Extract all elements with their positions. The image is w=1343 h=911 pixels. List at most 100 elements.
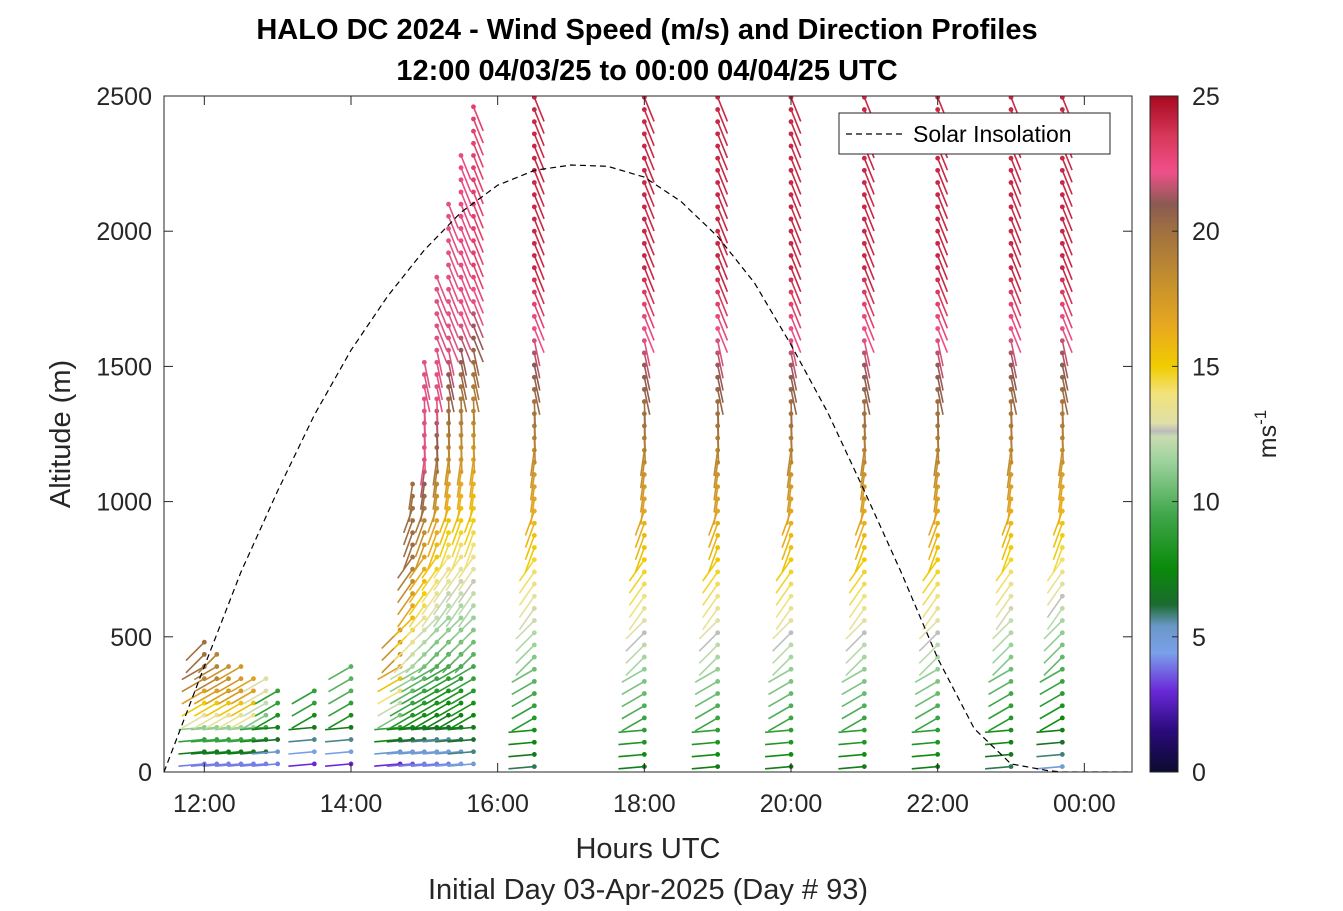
y-tick-label: 500 — [110, 624, 152, 652]
wind-barb — [377, 702, 401, 717]
wind-barb-head — [641, 727, 647, 733]
wind-barb — [444, 471, 450, 498]
wind-barb — [1061, 230, 1073, 256]
wind-barb — [621, 680, 645, 696]
wind-barb-head — [446, 335, 451, 341]
wind-barb-head — [788, 265, 794, 271]
wind-barb — [181, 665, 205, 681]
wind-barb-head — [434, 311, 440, 317]
wind-barb-head — [861, 107, 867, 112]
wind-barb — [995, 583, 1012, 606]
wind-barb — [863, 377, 871, 403]
wind-barb — [863, 401, 867, 428]
wind-barb — [205, 714, 229, 729]
wind-barb — [716, 243, 729, 268]
wind-barb — [841, 668, 865, 683]
wind-barb-head — [434, 554, 440, 560]
wind-barb-head — [1059, 326, 1065, 331]
wind-barb — [533, 133, 545, 159]
wind-barb-head — [471, 639, 476, 645]
wind-barb-head — [861, 155, 867, 161]
wind-barb-head — [935, 581, 941, 587]
wind-barb-head — [531, 630, 537, 636]
wind-barb — [713, 486, 719, 513]
wind-barb — [1061, 401, 1065, 428]
wind-barb — [432, 471, 438, 498]
wind-barb-head — [531, 143, 537, 149]
wind-barb — [702, 595, 719, 618]
wind-barb-head — [1008, 715, 1014, 721]
wind-barb-head — [531, 289, 537, 295]
wind-barb — [933, 474, 939, 501]
wind-barb — [239, 726, 267, 731]
wind-barb — [995, 607, 1012, 631]
wind-barb — [716, 389, 724, 415]
wind-barb — [911, 765, 938, 770]
wind-barb-head — [471, 651, 476, 657]
wind-barb-head — [251, 676, 256, 682]
wind-barb — [291, 690, 315, 705]
wind-barb-head — [935, 642, 941, 648]
wind-barb-head — [1008, 606, 1014, 611]
wind-barb-head — [715, 180, 721, 185]
wind-barb — [515, 644, 535, 664]
wind-barb — [1061, 170, 1073, 195]
wind-barb-head — [458, 518, 464, 523]
wind-barb-head — [458, 311, 464, 317]
wind-barb-head — [348, 676, 354, 682]
wind-barb-head — [458, 274, 464, 280]
wind-barb — [625, 632, 645, 652]
wind-barb — [408, 580, 425, 604]
wind-barb-head — [715, 727, 721, 733]
x-tick-label: 12:00 — [173, 790, 236, 818]
wind-barb — [1057, 486, 1064, 513]
wind-barb-head — [788, 350, 794, 356]
wind-barb-head — [458, 299, 464, 304]
wind-barb — [716, 206, 729, 232]
wind-barb-head — [446, 712, 451, 718]
wind-barb — [421, 580, 438, 604]
wind-barb-head — [935, 752, 941, 757]
wind-barb — [918, 656, 939, 677]
wind-barb-head — [531, 277, 537, 283]
wind-barb — [178, 738, 205, 743]
wind-barb — [790, 145, 802, 171]
wind-barb — [533, 121, 545, 147]
wind-barb — [438, 544, 450, 570]
colorbar-tick-label: 5 — [1192, 624, 1206, 652]
wind-barb — [643, 328, 655, 353]
wind-barb-head — [410, 603, 415, 609]
wind-barb-head — [1059, 180, 1065, 185]
wind-barb — [401, 665, 425, 681]
wind-barb — [768, 692, 792, 708]
wind-barb — [694, 668, 719, 683]
wind-barb-head — [214, 651, 220, 657]
wind-barb-head — [434, 542, 440, 548]
colorbar-tick-label: 10 — [1192, 489, 1220, 517]
wind-barb — [454, 641, 475, 662]
wind-barb — [447, 386, 455, 413]
wind-barb-head — [410, 676, 415, 682]
wind-barb-head — [434, 286, 440, 292]
wind-barb — [408, 483, 414, 510]
wind-barb-head — [446, 274, 451, 280]
wind-barb — [634, 535, 646, 561]
wind-barb-head — [935, 167, 941, 173]
wind-barb — [410, 763, 437, 767]
wind-barb-head — [715, 289, 721, 295]
wind-barb-head — [1059, 618, 1065, 623]
wind-barb-head — [1008, 240, 1014, 246]
wind-barb-head — [446, 359, 451, 365]
wind-barb-head — [531, 666, 537, 672]
wind-barb-head — [458, 189, 464, 195]
wind-barb-head — [446, 372, 451, 377]
wind-barb-head — [1008, 192, 1014, 198]
wind-barb-head — [715, 386, 721, 392]
wind-barb-head — [434, 299, 440, 304]
wind-barb-head — [935, 253, 941, 258]
wind-barb-head — [348, 712, 354, 718]
wind-barb-head — [788, 313, 794, 319]
wind-barb-head — [715, 228, 721, 234]
wind-barb — [524, 522, 536, 548]
wind-barb — [414, 544, 426, 570]
